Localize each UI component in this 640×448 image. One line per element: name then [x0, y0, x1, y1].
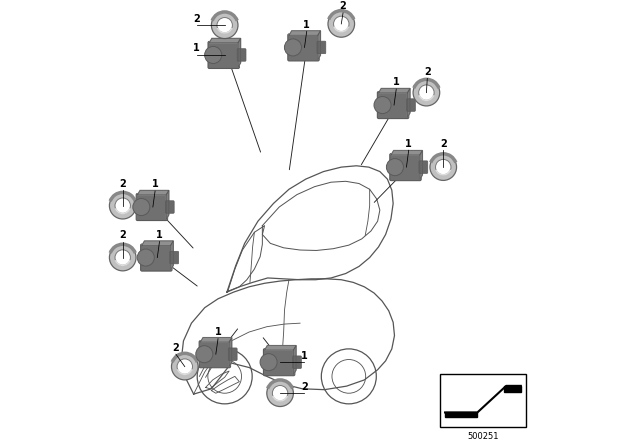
- Circle shape: [115, 250, 131, 265]
- Text: 1: 1: [193, 43, 200, 53]
- Polygon shape: [408, 88, 410, 117]
- Circle shape: [217, 17, 232, 33]
- FancyBboxPatch shape: [264, 349, 295, 376]
- FancyBboxPatch shape: [237, 49, 246, 61]
- Circle shape: [260, 353, 277, 370]
- Circle shape: [137, 249, 154, 266]
- Circle shape: [211, 12, 238, 39]
- Text: 500251: 500251: [467, 432, 499, 441]
- Text: 1: 1: [303, 20, 310, 30]
- Circle shape: [387, 159, 403, 176]
- Circle shape: [177, 359, 193, 375]
- FancyBboxPatch shape: [390, 154, 421, 181]
- Circle shape: [172, 353, 198, 380]
- Polygon shape: [318, 31, 321, 60]
- Bar: [440, 374, 526, 427]
- Circle shape: [273, 386, 288, 401]
- Text: 2: 2: [440, 138, 447, 149]
- Circle shape: [205, 47, 221, 64]
- Circle shape: [109, 192, 136, 219]
- FancyBboxPatch shape: [165, 201, 174, 213]
- Circle shape: [196, 346, 213, 363]
- FancyBboxPatch shape: [288, 34, 319, 61]
- Polygon shape: [166, 190, 169, 219]
- Text: 1: 1: [301, 350, 308, 361]
- Polygon shape: [142, 241, 173, 246]
- Text: 2: 2: [119, 230, 126, 240]
- Text: 1: 1: [152, 179, 159, 190]
- Polygon shape: [200, 338, 232, 342]
- FancyBboxPatch shape: [141, 244, 172, 271]
- FancyBboxPatch shape: [406, 99, 415, 111]
- Polygon shape: [504, 386, 521, 392]
- Text: 2: 2: [193, 13, 200, 24]
- FancyBboxPatch shape: [170, 251, 179, 264]
- Circle shape: [328, 11, 355, 37]
- Polygon shape: [209, 39, 241, 43]
- Text: 2: 2: [301, 382, 308, 392]
- FancyBboxPatch shape: [292, 356, 301, 368]
- Text: 2: 2: [424, 67, 431, 77]
- Polygon shape: [229, 338, 232, 366]
- Circle shape: [430, 154, 456, 181]
- Text: 2: 2: [119, 178, 126, 189]
- Circle shape: [413, 79, 440, 106]
- Polygon shape: [379, 88, 410, 93]
- Polygon shape: [238, 39, 241, 67]
- FancyBboxPatch shape: [228, 348, 237, 361]
- Circle shape: [267, 380, 293, 406]
- FancyBboxPatch shape: [199, 340, 230, 368]
- Circle shape: [115, 198, 131, 213]
- Polygon shape: [265, 345, 296, 350]
- Polygon shape: [445, 413, 477, 417]
- Polygon shape: [420, 151, 422, 179]
- Text: 1: 1: [393, 78, 399, 87]
- Circle shape: [133, 198, 150, 215]
- Circle shape: [284, 39, 301, 56]
- Circle shape: [109, 244, 136, 271]
- Circle shape: [419, 85, 434, 100]
- Polygon shape: [391, 151, 422, 155]
- Polygon shape: [294, 345, 296, 375]
- Text: 1: 1: [405, 138, 412, 149]
- FancyBboxPatch shape: [208, 41, 239, 69]
- Text: 1: 1: [214, 327, 221, 337]
- FancyBboxPatch shape: [136, 194, 168, 220]
- Circle shape: [374, 96, 391, 114]
- FancyBboxPatch shape: [419, 161, 428, 173]
- Polygon shape: [289, 31, 321, 35]
- Text: 1: 1: [156, 230, 163, 240]
- FancyBboxPatch shape: [317, 41, 326, 54]
- Text: 2: 2: [340, 1, 346, 11]
- FancyBboxPatch shape: [378, 91, 409, 119]
- Polygon shape: [138, 190, 169, 195]
- Text: 2: 2: [173, 343, 179, 353]
- Polygon shape: [171, 241, 173, 270]
- Circle shape: [436, 159, 451, 175]
- Circle shape: [333, 16, 349, 32]
